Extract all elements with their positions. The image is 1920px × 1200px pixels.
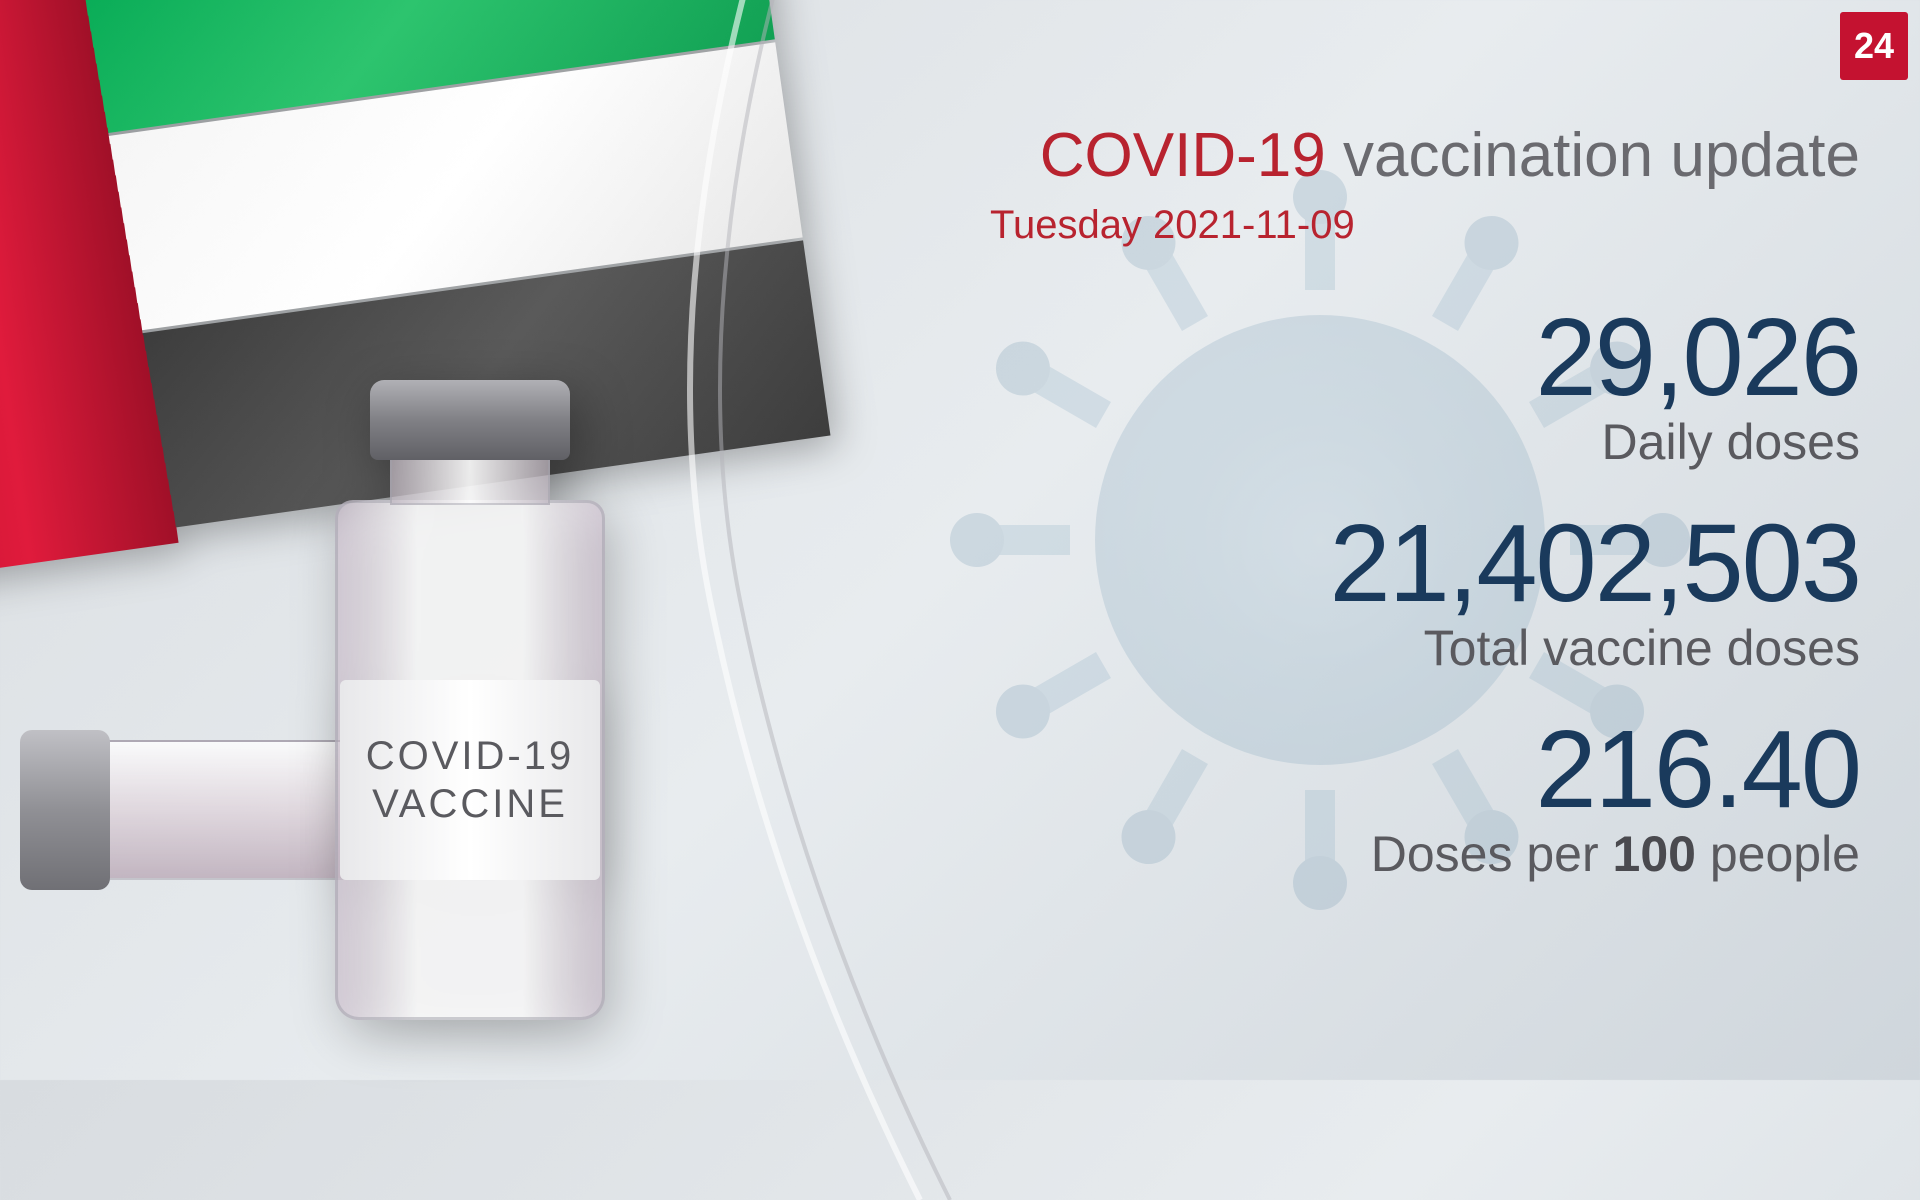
vial-label-line1: COVID-19	[366, 732, 575, 780]
stat-daily-doses: 29,026 Daily doses	[960, 303, 1860, 471]
title: COVID-19 vaccination update	[960, 120, 1860, 191]
content-panel: COVID-19 vaccination update Tuesday 2021…	[960, 120, 1860, 921]
stat-value: 216.40	[960, 715, 1860, 825]
vial-standing: COVID-19 VACCINE	[320, 380, 620, 1020]
vial-label-line2: VACCINE	[372, 780, 568, 828]
title-rest: vaccination update	[1326, 121, 1860, 190]
stat-value: 29,026	[960, 303, 1860, 413]
stat-label: Total vaccine doses	[960, 619, 1860, 677]
title-covid: COVID-19	[1040, 121, 1326, 190]
stat-value: 21,402,503	[960, 509, 1860, 619]
date: Tuesday 2021-11-09	[960, 203, 1860, 248]
badge-text: 24	[1854, 25, 1894, 67]
vial-label: COVID-19 VACCINE	[340, 680, 600, 880]
stat-label: Doses per 100 people	[960, 825, 1860, 883]
channel-badge: 24	[1840, 12, 1908, 80]
stat-label: Daily doses	[960, 413, 1860, 471]
stat-total-doses: 21,402,503 Total vaccine doses	[960, 509, 1860, 677]
vaccine-vials: COVID-19 VACCINE	[60, 320, 760, 1020]
stat-doses-per-100: 216.40 Doses per 100 people	[960, 715, 1860, 883]
